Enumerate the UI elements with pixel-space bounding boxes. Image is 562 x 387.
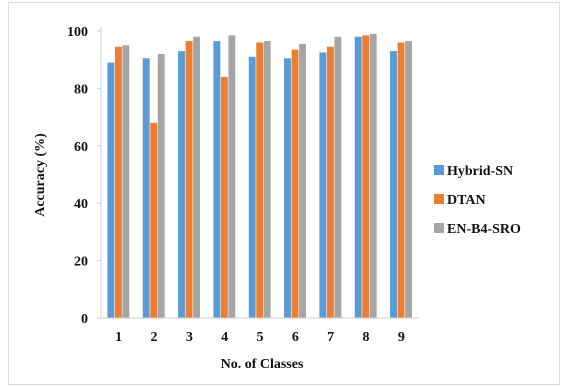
y-tick-label: 0 — [81, 312, 88, 327]
x-tick-label: 2 — [151, 330, 158, 345]
legend-label-dtan: DTAN — [447, 193, 486, 208]
x-tick-label: 7 — [327, 330, 334, 345]
bar-dtan-5 — [256, 42, 264, 318]
legend-swatch-en-b4-sro — [434, 223, 444, 233]
x-tick-label: 9 — [398, 330, 405, 345]
legend: Hybrid-SN DTAN EN-B4-SRO — [434, 164, 521, 237]
y-tick-label: 60 — [74, 140, 88, 155]
bar-en-b4-sro-8 — [369, 33, 377, 319]
y-tick-label: 100 — [67, 25, 88, 40]
x-tick-label: 4 — [221, 330, 228, 345]
bar-dtan-8 — [362, 35, 370, 319]
bar-en-b4-sro-4 — [228, 35, 236, 319]
bar-hybrid-sn-5 — [248, 56, 256, 319]
x-tick-label: 6 — [292, 330, 299, 345]
legend-label-hybrid-sn: Hybrid-SN — [447, 164, 513, 179]
bar-en-b4-sro-2 — [157, 53, 165, 319]
bar-hybrid-sn-4 — [213, 41, 221, 319]
bar-en-b4-sro-1 — [122, 45, 130, 318]
bar-dtan-4 — [220, 76, 228, 318]
bar-dtan-6 — [291, 49, 299, 318]
bar-en-b4-sro-6 — [299, 43, 306, 318]
y-tick-label: 80 — [74, 82, 88, 97]
bar-hybrid-sn-7 — [319, 52, 327, 319]
bar-hybrid-sn-2 — [142, 58, 150, 318]
legend-label-en-b4-sro: EN-B4-SRO — [447, 222, 521, 237]
bar-dtan-3 — [185, 41, 193, 319]
axes: 0 20 40 60 80 100 1 2 3 4 5 6 7 8 9 — [67, 25, 419, 345]
bar-en-b4-sro-5 — [263, 41, 271, 319]
chart-frame — [8, 2, 560, 385]
bar-hybrid-sn-9 — [390, 51, 397, 319]
x-tick-label: 1 — [115, 330, 122, 345]
bar-hybrid-sn-6 — [284, 58, 291, 318]
x-tick-label: 8 — [363, 330, 370, 345]
bar-dtan-1 — [114, 46, 122, 318]
bar-en-b4-sro-3 — [193, 36, 200, 319]
bar-dtan-2 — [150, 122, 158, 318]
x-tick-label: 5 — [257, 330, 264, 345]
legend-swatch-dtan — [434, 194, 444, 204]
bar-hybrid-sn-1 — [107, 62, 115, 318]
bar-en-b4-sro-9 — [405, 41, 412, 319]
bar-dtan-7 — [326, 46, 334, 318]
y-tick-label: 20 — [74, 255, 88, 270]
x-tick-label: 3 — [186, 330, 193, 345]
y-axis-title: Accuracy (%) — [33, 133, 48, 217]
x-axis-title: No. of Classes — [221, 357, 304, 372]
bar-hybrid-sn-3 — [178, 51, 185, 319]
plot-area — [107, 33, 412, 319]
bar-en-b4-sro-7 — [334, 36, 342, 319]
y-tick-label: 40 — [74, 197, 88, 212]
bar-hybrid-sn-8 — [354, 36, 362, 319]
bar-dtan-9 — [397, 42, 405, 318]
legend-swatch-hybrid-sn — [434, 165, 444, 175]
